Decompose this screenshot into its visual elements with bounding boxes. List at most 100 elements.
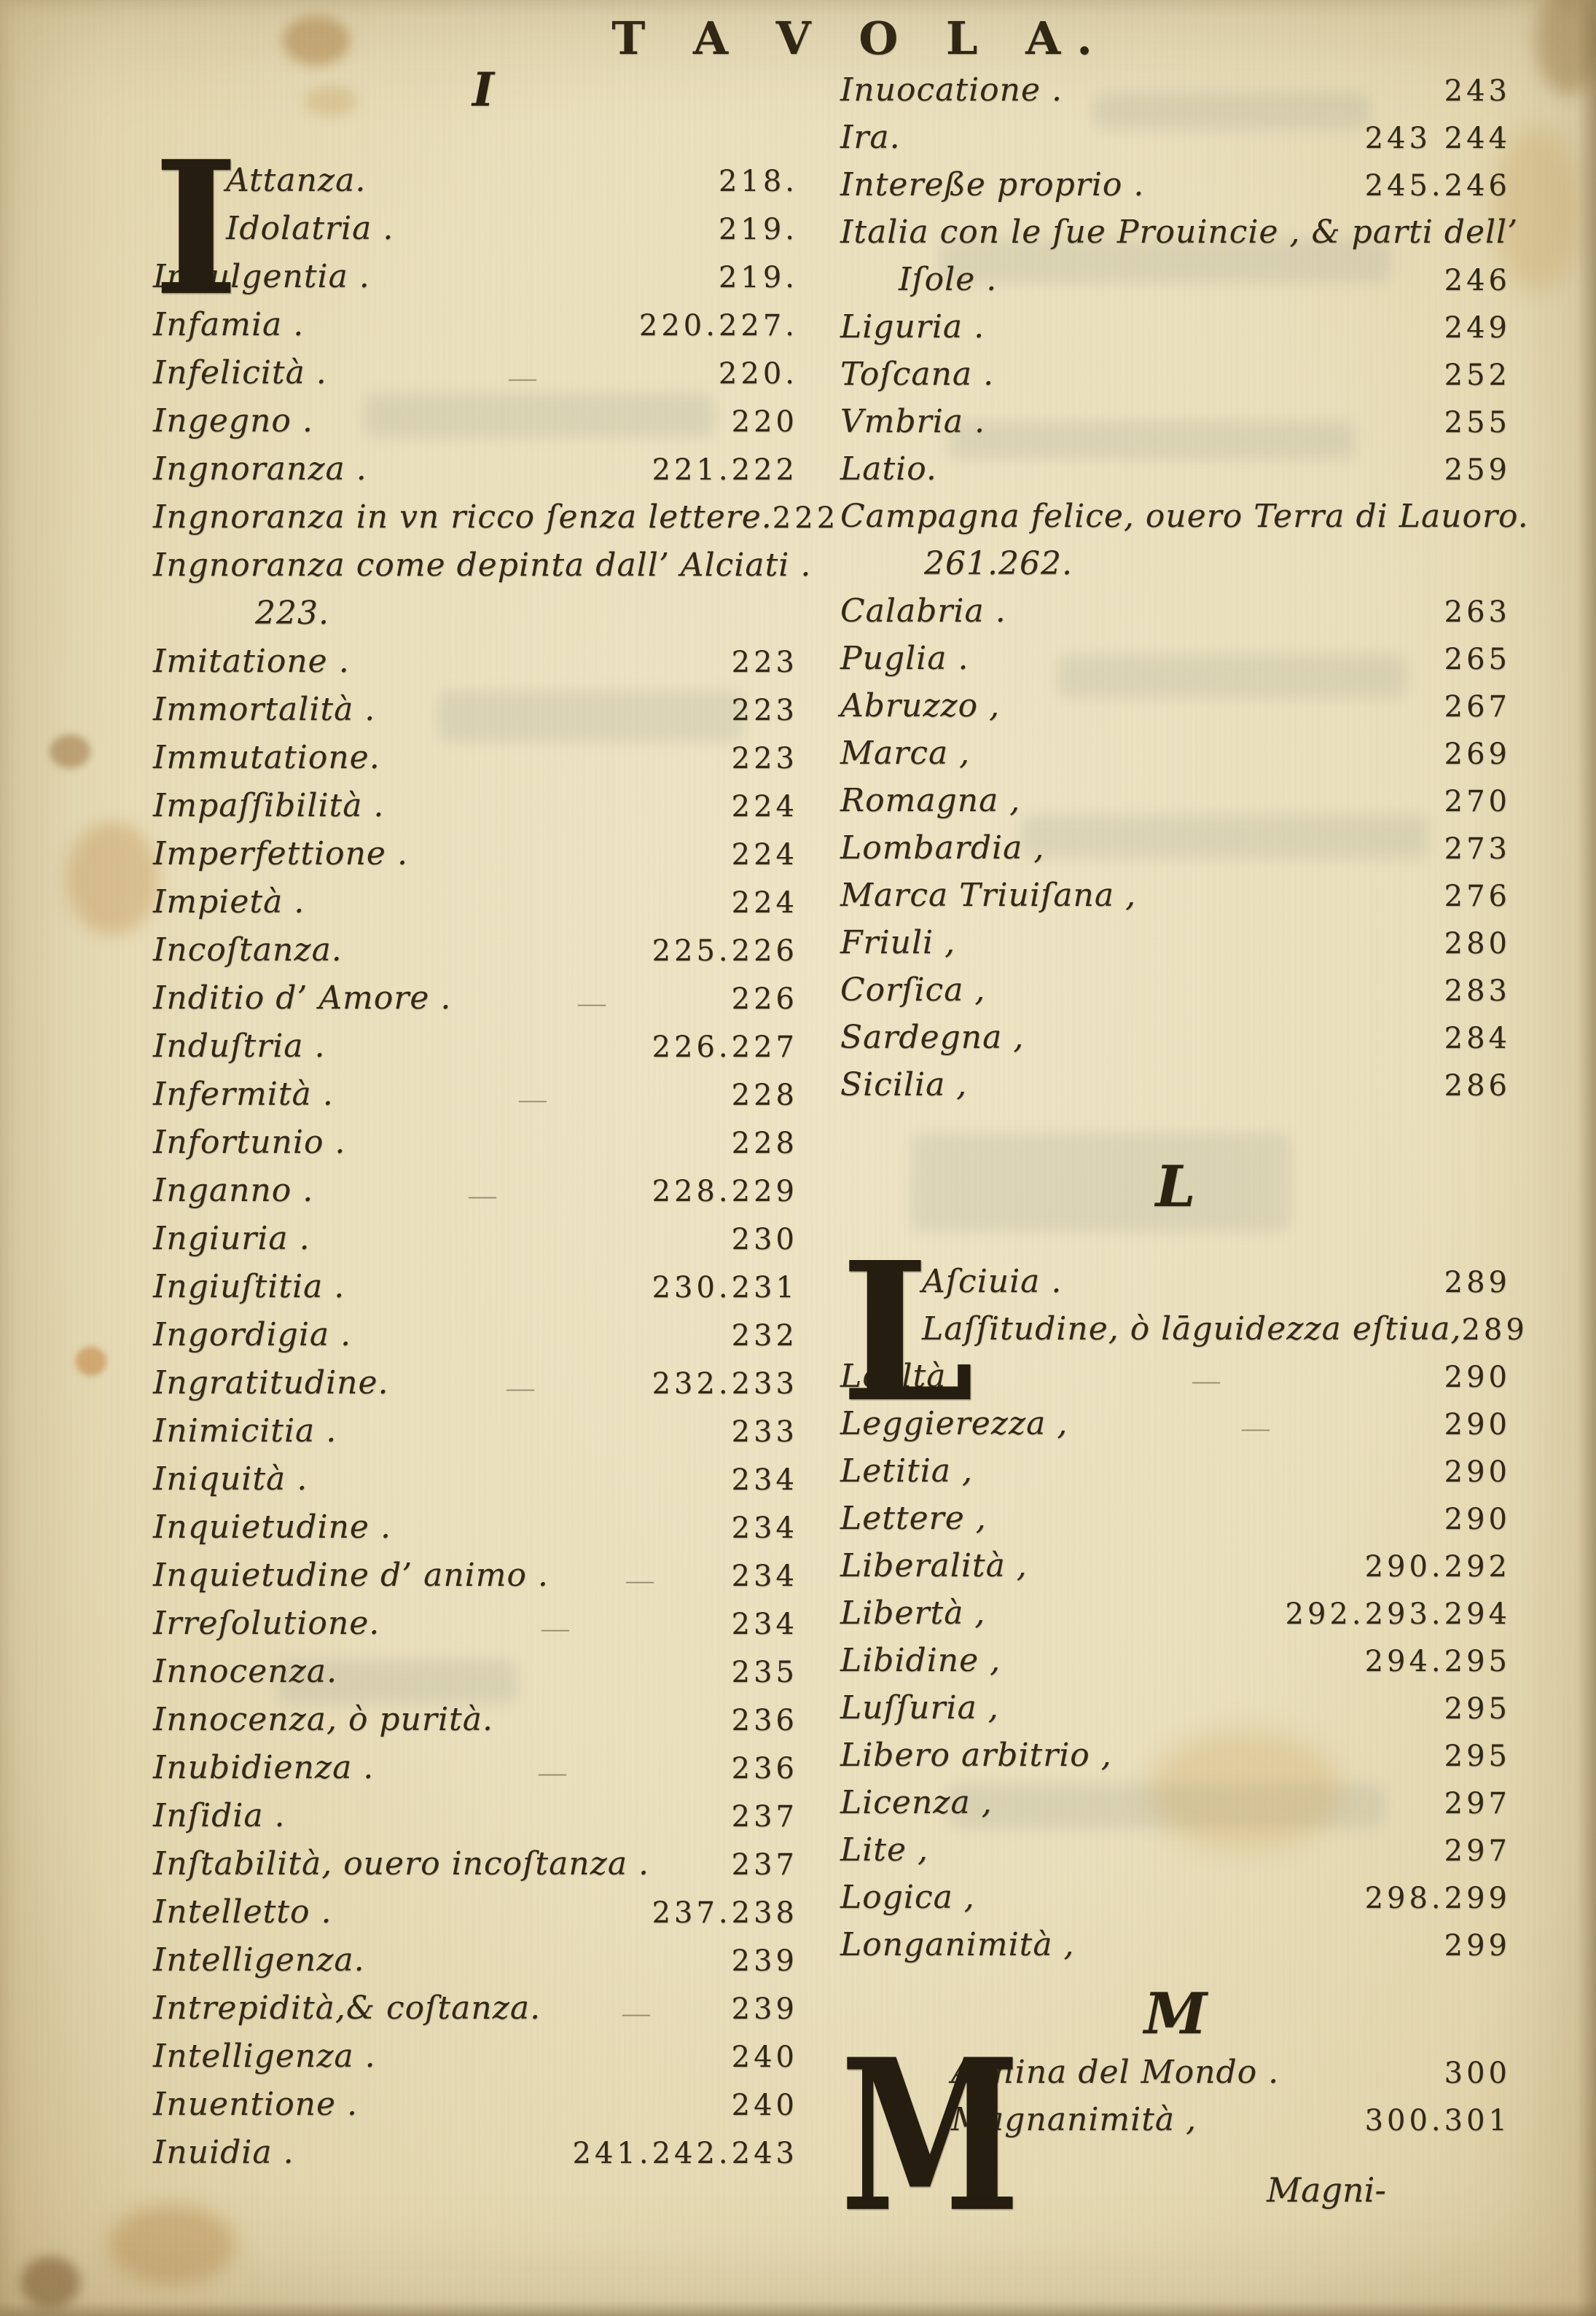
index-entry: Puglia . 265 [840, 640, 1511, 687]
entry-page-number: 294.295 [1364, 1645, 1511, 1678]
entry-page-number: 233 [731, 1415, 798, 1449]
entry-name: Incoſtanza. [153, 931, 343, 969]
index-entry: Abruzzo , 267 [840, 687, 1511, 735]
entry-name: Inſidia . [153, 1797, 286, 1834]
entry-name: Corſica , [840, 971, 986, 1009]
entry-name: Ingratitudine. [153, 1364, 389, 1401]
entry-page-number: 259 [1444, 453, 1511, 487]
entry-page-number: 246 [1444, 264, 1511, 297]
entry-name: Attanza. [226, 162, 367, 199]
entry-name: Friuli , [840, 924, 956, 961]
index-entry: Marca Triuiſana , 276 [840, 877, 1511, 924]
entry-name: Romagna , [840, 782, 1021, 819]
page-title: T A V O L A. [611, 12, 1108, 65]
entry-page-number: 290 [1444, 1361, 1511, 1394]
entry-page-number: 237.238 [652, 1896, 798, 1930]
pen-mark: — [540, 1616, 571, 1641]
entry-name: Immortalità . [153, 691, 376, 728]
entry-name: Leggierezza , [840, 1405, 1068, 1442]
index-entry: Infamia . 220.227. [153, 306, 798, 354]
entry-name: Libero arbitrio , [840, 1737, 1112, 1774]
entry-page-number: 221.222 [652, 453, 798, 487]
entry-page-number: 228 [731, 1079, 798, 1112]
entry-name: Campagna felice, ouero Terra di Lauoro. [840, 498, 1529, 535]
index-entry: Inquietudine d’ animo . — 234 [153, 1557, 798, 1605]
entry-page-number: 289 [1461, 1313, 1528, 1347]
entry-page-number: 224 [731, 886, 798, 920]
entry-page-number: 220. [718, 357, 798, 391]
section-letter-i: I [472, 63, 494, 117]
entry-name: Inuidia . [153, 2134, 294, 2171]
dropcap-letter-l: L [840, 1220, 975, 1444]
entry-page-number: 269 [1444, 738, 1511, 771]
index-entry: 261.262. [840, 545, 1511, 592]
index-entry: Irreſolutione. — 234 [153, 1605, 798, 1653]
entry-name: Ingiuſtitia . [153, 1268, 345, 1305]
entry-page-number: 267 [1444, 690, 1511, 724]
dropcap-lines: Aſciuia . 289 Laſſitudine, ò lāguidezza eſ… [922, 1263, 1525, 1358]
entry-page-number: 239 [731, 1944, 798, 1978]
page-edge-shading [0, 2301, 1596, 2316]
dropcap-letter-i: I [153, 121, 239, 337]
entry-name: Marca Triuiſana , [840, 877, 1137, 914]
index-entry: Longanimità , 299 [840, 1926, 1511, 1973]
entry-page-number: 298.299 [1364, 1882, 1511, 1915]
entry-page-number: 236 [731, 1704, 798, 1737]
entry-name: Licenza , [840, 1784, 993, 1821]
pen-mark: — [507, 366, 539, 391]
entry-name: Inſtabilità, ouero incoſtanza . [153, 1845, 650, 1882]
index-entry: Lettere , 290 [840, 1500, 1511, 1547]
entry-page-number: 224 [731, 790, 798, 823]
index-entry: Romagna , 270 [840, 782, 1511, 829]
entry-name: Imperfettione . [153, 835, 408, 872]
entry-page-number: 232 [731, 1319, 798, 1353]
section-letter-l: L [1155, 1153, 1196, 1220]
entry-name: Inquietudine d’ animo . [153, 1557, 549, 1594]
entry-page-number: 232.233 [652, 1367, 798, 1401]
entry-name: Liguria . [840, 308, 985, 345]
index-entry: Vmbria . 255 [840, 403, 1511, 450]
paper-stain [50, 735, 90, 768]
index-entry: Lite , 297 [840, 1831, 1511, 1879]
entry-page-number: 297 [1444, 1834, 1511, 1868]
index-entry: Ingratitudine. — 232.233 [153, 1364, 798, 1412]
entry-name: Libidine , [840, 1642, 1001, 1679]
entry-name: Impaſſibilità . [153, 787, 385, 824]
index-entry: Imitatione . 223 [153, 643, 798, 691]
index-entry: Lombardia , 273 [840, 829, 1511, 877]
entry-page-number: 237 [731, 1800, 798, 1834]
dropcap-group: M Achina del Mondo . 300 Magnanimità , 300.3… [840, 2032, 1511, 2240]
entry-name: Luſſuria , [840, 1689, 999, 1726]
index-entry: Ingnoranza . 221.222 [153, 450, 798, 498]
index-entry: Marca , 269 [840, 735, 1511, 782]
dropcap-lines: Attanza. 218. Idolatria . 219. [226, 162, 798, 258]
entry-name: Intereße proprio . [840, 166, 1145, 203]
entry-page-number: 234 [731, 1560, 798, 1593]
entry-page-number: 234 [731, 1463, 798, 1497]
index-entry: Immutatione. 223 [153, 739, 798, 787]
entry-name: Ingnoranza in vn ricco ſenza lettere. [153, 498, 772, 536]
entry-name: Libertà , [840, 1595, 986, 1632]
index-entry: Aſciuia . 289 [922, 1263, 1511, 1310]
pen-mark: — [576, 991, 607, 1016]
entry-page-number: 243 [1444, 74, 1511, 108]
entry-page-number: 290 [1444, 1503, 1511, 1536]
pen-mark: — [1191, 1369, 1222, 1393]
index-entry: Licenza , 297 [840, 1784, 1511, 1831]
entry-name: Infermità . [153, 1076, 334, 1113]
pen-mark: — [625, 1568, 656, 1593]
entry-name: Puglia . [840, 640, 969, 677]
entry-name: Lettere , [840, 1500, 987, 1537]
index-entry: Liguria . 249 [840, 308, 1511, 356]
index-entry: Inquietudine . 234 [153, 1509, 798, 1557]
index-entry: Incoſtanza. 225.226 [153, 931, 798, 979]
entry-name: Ingiuria . [153, 1220, 310, 1257]
index-entry: Inuentione . 240 [153, 2086, 798, 2134]
entry-page-number: 299 [1444, 1929, 1511, 1963]
entry-name: Calabria . [840, 592, 1006, 630]
pen-mark: — [537, 1761, 568, 1785]
entry-page-number: 219. [718, 213, 798, 246]
index-entry: Inimicitia . 233 [153, 1412, 798, 1460]
entry-page-number: 297 [1444, 1787, 1511, 1820]
entry-name: Laſſitudine, ò lāguidezza eſtiua, [922, 1310, 1462, 1347]
